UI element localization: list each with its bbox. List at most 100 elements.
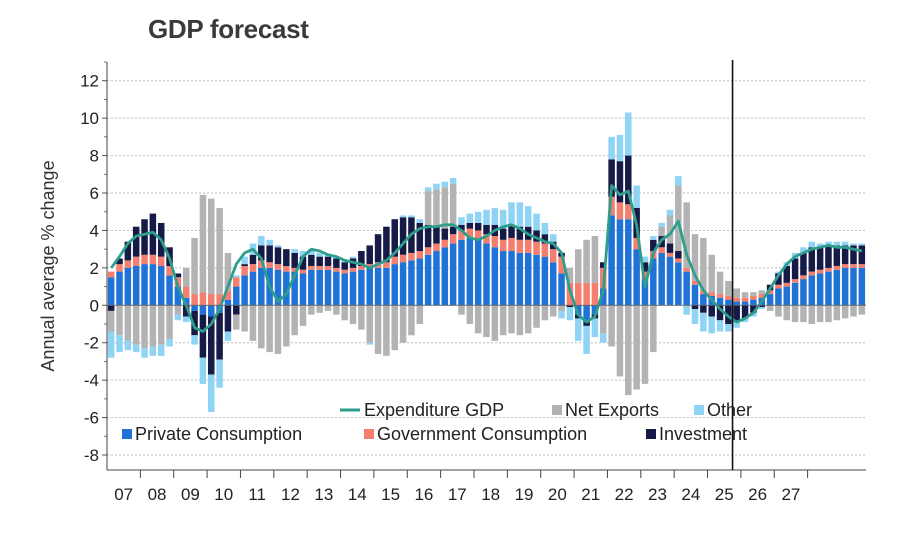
bar-inv (216, 312, 223, 360)
bar-other (850, 243, 857, 246)
bar-pc (358, 269, 365, 306)
bar-inv (541, 234, 549, 244)
bar-netx (800, 305, 807, 323)
bar-gc (324, 266, 332, 270)
bar-pc (483, 243, 490, 306)
bar-gc (533, 241, 540, 255)
x-tick-label: 25 (715, 485, 734, 504)
bar-pc (141, 264, 148, 306)
bar-netx (224, 252, 232, 291)
bar-other (458, 217, 465, 225)
bar-netx (324, 305, 332, 311)
bar-inv (675, 251, 682, 259)
bar-netx (583, 239, 590, 283)
bar-gc (825, 267, 832, 272)
bar-netx (858, 305, 866, 315)
bar-pc (716, 297, 724, 306)
legend-swatch-gc (364, 429, 374, 439)
bar-pc (499, 251, 507, 306)
bar-netx (132, 305, 140, 345)
bar-netx (341, 305, 348, 321)
bar-other (608, 136, 615, 160)
bar-other (583, 325, 590, 354)
bar-pc (775, 288, 782, 306)
bar-netx (283, 305, 290, 347)
bar-inv (199, 314, 207, 358)
bar-netx (616, 305, 624, 377)
bar-gc (366, 264, 373, 268)
bar-other (233, 275, 240, 278)
y-axis-label: Annual average % change (38, 160, 58, 371)
bar-netx (758, 290, 765, 295)
bar-gc (850, 264, 857, 268)
bar-inv (333, 258, 340, 268)
bar-pc (558, 273, 565, 306)
bar-pc (700, 294, 707, 306)
bar-gc (166, 266, 173, 276)
bar-pc (258, 267, 265, 306)
bar-inv (116, 258, 123, 265)
bar-other (191, 335, 198, 345)
bar-gc (157, 256, 165, 266)
bar-netx (107, 310, 115, 332)
y-tick-label: 12 (80, 72, 99, 91)
bar-netx (516, 305, 524, 336)
bar-gc (291, 267, 298, 272)
bar-pc (508, 251, 515, 306)
bar-inv (258, 245, 265, 261)
x-tick-label: 20 (548, 485, 567, 504)
bar-gc (641, 271, 649, 280)
bar-netx (149, 305, 157, 347)
bar-inv (858, 245, 866, 265)
bar-inv (700, 305, 707, 313)
x-tick-label: 27 (781, 485, 800, 504)
bar-netx (474, 305, 482, 334)
bar-netx (191, 237, 198, 295)
bar-netx (591, 236, 599, 283)
bar-pc (658, 252, 665, 306)
bar-other (725, 324, 732, 332)
bar-pc (516, 252, 524, 306)
bar-other (408, 215, 415, 218)
bar-pc (750, 299, 757, 306)
bar-gc (191, 294, 198, 306)
bar-gc (591, 282, 599, 306)
bar-pc (341, 273, 348, 306)
bar-gc (683, 267, 690, 272)
bar-pc (299, 273, 307, 306)
legend-label-pc: Private Consumption (135, 424, 302, 444)
bar-inv (600, 262, 607, 268)
bar-inv (224, 305, 232, 332)
bar-pc (650, 258, 657, 306)
bar-netx (816, 305, 824, 323)
bar-pc (633, 249, 640, 306)
bar-gc (299, 269, 307, 274)
bar-gc (691, 280, 699, 285)
bar-other (641, 256, 649, 263)
bar-gc (483, 234, 490, 244)
expenditure-gdp-line (110, 184, 863, 333)
bar-other (691, 309, 699, 325)
bar-pc (466, 237, 474, 306)
bar-netx (449, 183, 457, 227)
x-tick-label: 21 (581, 485, 600, 504)
bar-pc (800, 279, 807, 306)
bar-netx (641, 305, 649, 384)
bar-gc (249, 264, 257, 272)
bar-gc (391, 256, 399, 265)
bar-other (182, 316, 190, 323)
bar-inv (650, 239, 657, 252)
bar-other (157, 344, 165, 356)
bar-netx (841, 305, 849, 319)
x-tick-label: 07 (114, 485, 133, 504)
bar-other (199, 357, 207, 384)
bar-gc (733, 297, 740, 302)
bar-gc (316, 266, 323, 270)
bar-netx (600, 305, 607, 334)
x-tick-label: 17 (448, 485, 467, 504)
bar-netx (483, 305, 490, 338)
bar-pc (825, 271, 832, 306)
bar-gc (466, 228, 474, 238)
bar-other (224, 331, 232, 341)
bar-netx (808, 305, 816, 325)
